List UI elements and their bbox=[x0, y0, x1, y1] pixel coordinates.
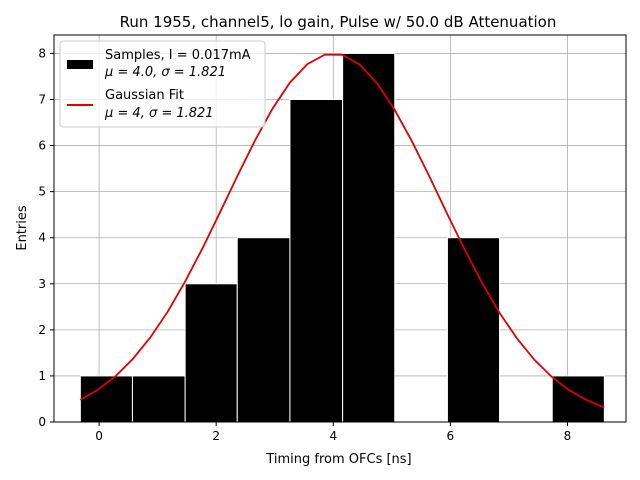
histogram-bar bbox=[342, 52, 396, 423]
histogram-bar bbox=[446, 237, 501, 423]
histogram-bar bbox=[131, 375, 186, 423]
legend-fit-mu: μ = 4, bbox=[104, 106, 149, 121]
histogram-bar bbox=[184, 283, 238, 423]
x-tick-label: 2 bbox=[212, 429, 220, 443]
x-tick-label: 6 bbox=[447, 429, 455, 443]
y-axis-label: Entries bbox=[15, 205, 30, 251]
y-tick-label: 3 bbox=[38, 277, 46, 291]
y-tick-label: 0 bbox=[38, 415, 46, 429]
legend-fit-stats: μ = 4, σ = 1.821 bbox=[104, 106, 214, 121]
histogram-bar bbox=[236, 237, 291, 423]
legend-samples-swatch bbox=[67, 60, 93, 69]
y-tick-label: 1 bbox=[38, 369, 46, 383]
gaussian-fit-line bbox=[79, 53, 605, 409]
legend-fit-sigma: σ = 1.821 bbox=[149, 106, 214, 121]
legend-box bbox=[59, 40, 266, 128]
chart-title: Run 1955, channel5, lo gain, Pulse w/ 50… bbox=[120, 13, 557, 31]
legend: Samples, I = 0.017mA μ = 4.0, σ = 1.821 … bbox=[59, 40, 266, 128]
gaussian-fit bbox=[79, 53, 605, 409]
y-axis-ticks: 0 1 2 3 4 5 6 7 8 bbox=[38, 46, 54, 429]
legend-samples-label: Samples, I = 0.017mA bbox=[105, 48, 251, 63]
legend-fit-label: Gaussian Fit bbox=[105, 88, 184, 103]
legend-samples-stats: μ = 4.0, σ = 1.821 bbox=[104, 65, 226, 80]
x-axis-label: Timing from OFCs [ns] bbox=[265, 452, 411, 467]
x-axis-ticks: 0 2 4 6 8 bbox=[95, 422, 571, 443]
y-tick-label: 8 bbox=[38, 46, 46, 60]
x-tick-label: 0 bbox=[95, 429, 103, 443]
histogram-bar bbox=[289, 99, 344, 423]
x-tick-label: 8 bbox=[564, 429, 572, 443]
y-tick-label: 7 bbox=[38, 93, 46, 107]
legend-samples-mu: μ = 4.0, bbox=[104, 65, 161, 80]
y-tick-label: 5 bbox=[38, 185, 46, 199]
histogram-bars bbox=[79, 52, 605, 423]
y-tick-label: 2 bbox=[38, 323, 46, 337]
x-tick-label: 4 bbox=[329, 429, 337, 443]
y-tick-label: 4 bbox=[38, 231, 46, 245]
legend-samples-sigma: σ = 1.821 bbox=[161, 65, 226, 80]
plot-frame bbox=[53, 34, 627, 423]
y-tick-label: 6 bbox=[38, 139, 46, 153]
